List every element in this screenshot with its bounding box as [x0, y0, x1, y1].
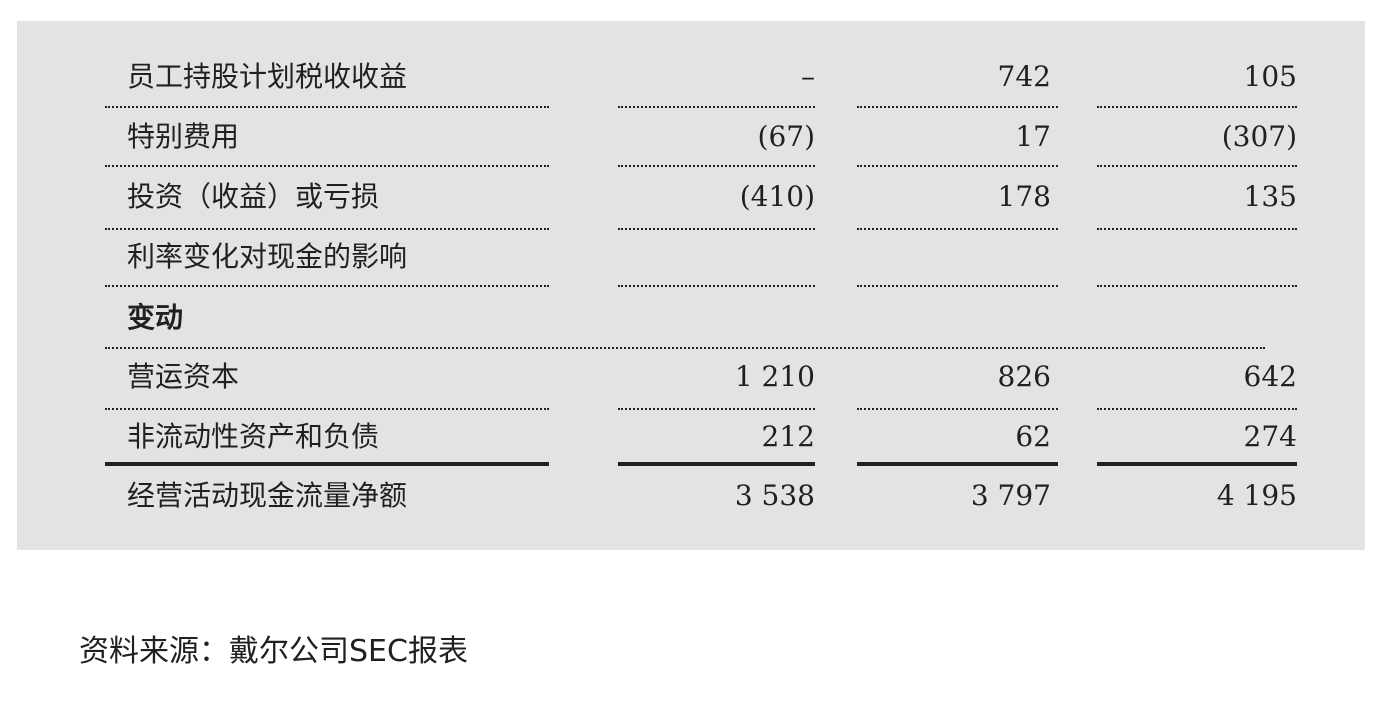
row-value-col3: 105 — [1243, 60, 1297, 93]
row-divider — [1097, 106, 1297, 108]
row-divider — [1097, 228, 1297, 230]
total-value-col1: 3 538 — [734, 479, 815, 512]
section-heading-row: 变动 — [17, 298, 1365, 338]
row-value-col3: 274 — [1243, 420, 1297, 453]
row-value-col2: 742 — [997, 60, 1051, 93]
row-value-col1: – — [801, 60, 815, 93]
row-value-col3 — [1097, 237, 1297, 277]
row-value-col3: 135 — [1243, 180, 1297, 213]
row-label: 特别费用 — [127, 120, 240, 153]
row-value-col1: 1 210 — [734, 360, 815, 393]
row-divider — [105, 165, 549, 167]
row-divider — [618, 285, 815, 287]
row-divider — [618, 408, 815, 410]
table-row: 员工持股计划税收收益 – 742 105 — [17, 57, 1365, 97]
row-divider — [1097, 165, 1297, 167]
row-divider — [105, 285, 549, 287]
section-heading: 变动 — [127, 301, 184, 334]
row-divider — [105, 228, 549, 230]
financial-table-panel: 员工持股计划税收收益 – 742 105 特别费用 (67) 17 (307) … — [17, 21, 1365, 550]
row-label: 非流动性资产和负债 — [127, 420, 380, 453]
row-value-col1: 212 — [761, 420, 815, 453]
row-label: 营运资本 — [127, 360, 240, 393]
row-value-col2: 826 — [997, 360, 1051, 393]
row-divider — [618, 106, 815, 108]
table-row: 非流动性资产和负债 212 62 274 — [17, 417, 1365, 457]
row-value-col2: 178 — [997, 180, 1051, 213]
row-divider — [857, 228, 1058, 230]
row-label: 员工持股计划税收收益 — [127, 60, 408, 93]
row-value-col3: 642 — [1243, 360, 1297, 393]
table-row: 利率变化对现金的影响 — [17, 237, 1365, 277]
row-value-col1 — [617, 237, 815, 277]
row-divider — [1097, 408, 1297, 410]
row-value-col2: 62 — [1015, 420, 1051, 453]
row-divider — [105, 408, 549, 410]
row-divider — [105, 106, 549, 108]
row-divider — [618, 165, 815, 167]
table-row: 特别费用 (67) 17 (307) — [17, 117, 1365, 157]
section-divider — [105, 347, 1265, 349]
row-divider — [857, 106, 1058, 108]
row-divider — [618, 228, 815, 230]
row-label: 利率变化对现金的影响 — [127, 240, 408, 273]
row-value-col1: (410) — [739, 180, 815, 213]
table-row: 营运资本 1 210 826 642 — [17, 357, 1365, 397]
row-label: 投资（收益）或亏损 — [127, 180, 380, 213]
row-value-col2: 17 — [1015, 120, 1051, 153]
row-value-col3: (307) — [1221, 120, 1297, 153]
total-value-col3: 4 195 — [1216, 479, 1297, 512]
row-divider — [857, 165, 1058, 167]
total-value-col2: 3 797 — [970, 479, 1051, 512]
total-rule — [105, 462, 549, 466]
total-label: 经营活动现金流量净额 — [127, 479, 408, 512]
row-value-col2 — [857, 237, 1051, 277]
total-rule — [618, 462, 815, 466]
total-row: 经营活动现金流量净额 3 538 3 797 4 195 — [17, 476, 1365, 516]
table-row: 投资（收益）或亏损 (410) 178 135 — [17, 177, 1365, 217]
total-rule — [857, 462, 1058, 466]
source-note: 资料来源：戴尔公司SEC报表 — [79, 634, 468, 669]
row-divider — [857, 285, 1058, 287]
row-value-col1: (67) — [757, 120, 815, 153]
row-divider — [857, 408, 1058, 410]
row-divider — [1097, 285, 1297, 287]
total-rule — [1097, 462, 1297, 466]
